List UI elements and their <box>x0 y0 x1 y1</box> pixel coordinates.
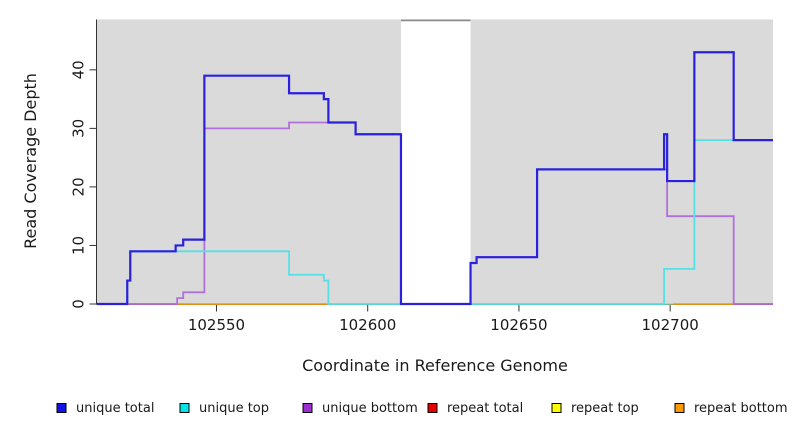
legend: unique total unique top unique bottom repea… <box>56 401 788 416</box>
x-axis-title: Coordinate in Reference Genome <box>302 356 568 375</box>
legend-swatch-repeat-total <box>427 403 438 413</box>
no-data-region <box>400 19 471 304</box>
legend-swatch-unique-top <box>179 403 190 413</box>
y-tick-label: 0 <box>70 299 88 309</box>
legend-label: repeat bottom <box>694 401 788 416</box>
x-tick-label: 102700 <box>642 316 699 334</box>
legend-swatch-repeat-top <box>551 403 562 413</box>
y-tick-label: 40 <box>70 60 88 79</box>
plot-background-layer <box>97 19 773 304</box>
legend-label: unique top <box>199 401 269 416</box>
y-tick-label: 30 <box>70 119 88 138</box>
legend-label: repeat top <box>571 401 639 416</box>
x-tick-label: 102550 <box>188 316 245 334</box>
legend-swatch-repeat-bottom <box>674 403 685 413</box>
legend-label: unique bottom <box>322 401 418 416</box>
legend-label: repeat total <box>447 401 523 416</box>
y-tick-label: 10 <box>70 236 88 255</box>
legend-swatch-unique-bottom <box>302 403 313 413</box>
series-layer <box>97 51 773 306</box>
x-tick-label: 102650 <box>490 316 547 334</box>
legend-label: unique total <box>76 401 154 416</box>
x-tick-label: 102600 <box>339 316 396 334</box>
legend-swatch-unique-total <box>56 403 67 413</box>
y-axis-title: Read Coverage Depth <box>21 73 40 249</box>
series-unique-total <box>97 51 773 306</box>
y-tick-label: 20 <box>70 177 88 196</box>
